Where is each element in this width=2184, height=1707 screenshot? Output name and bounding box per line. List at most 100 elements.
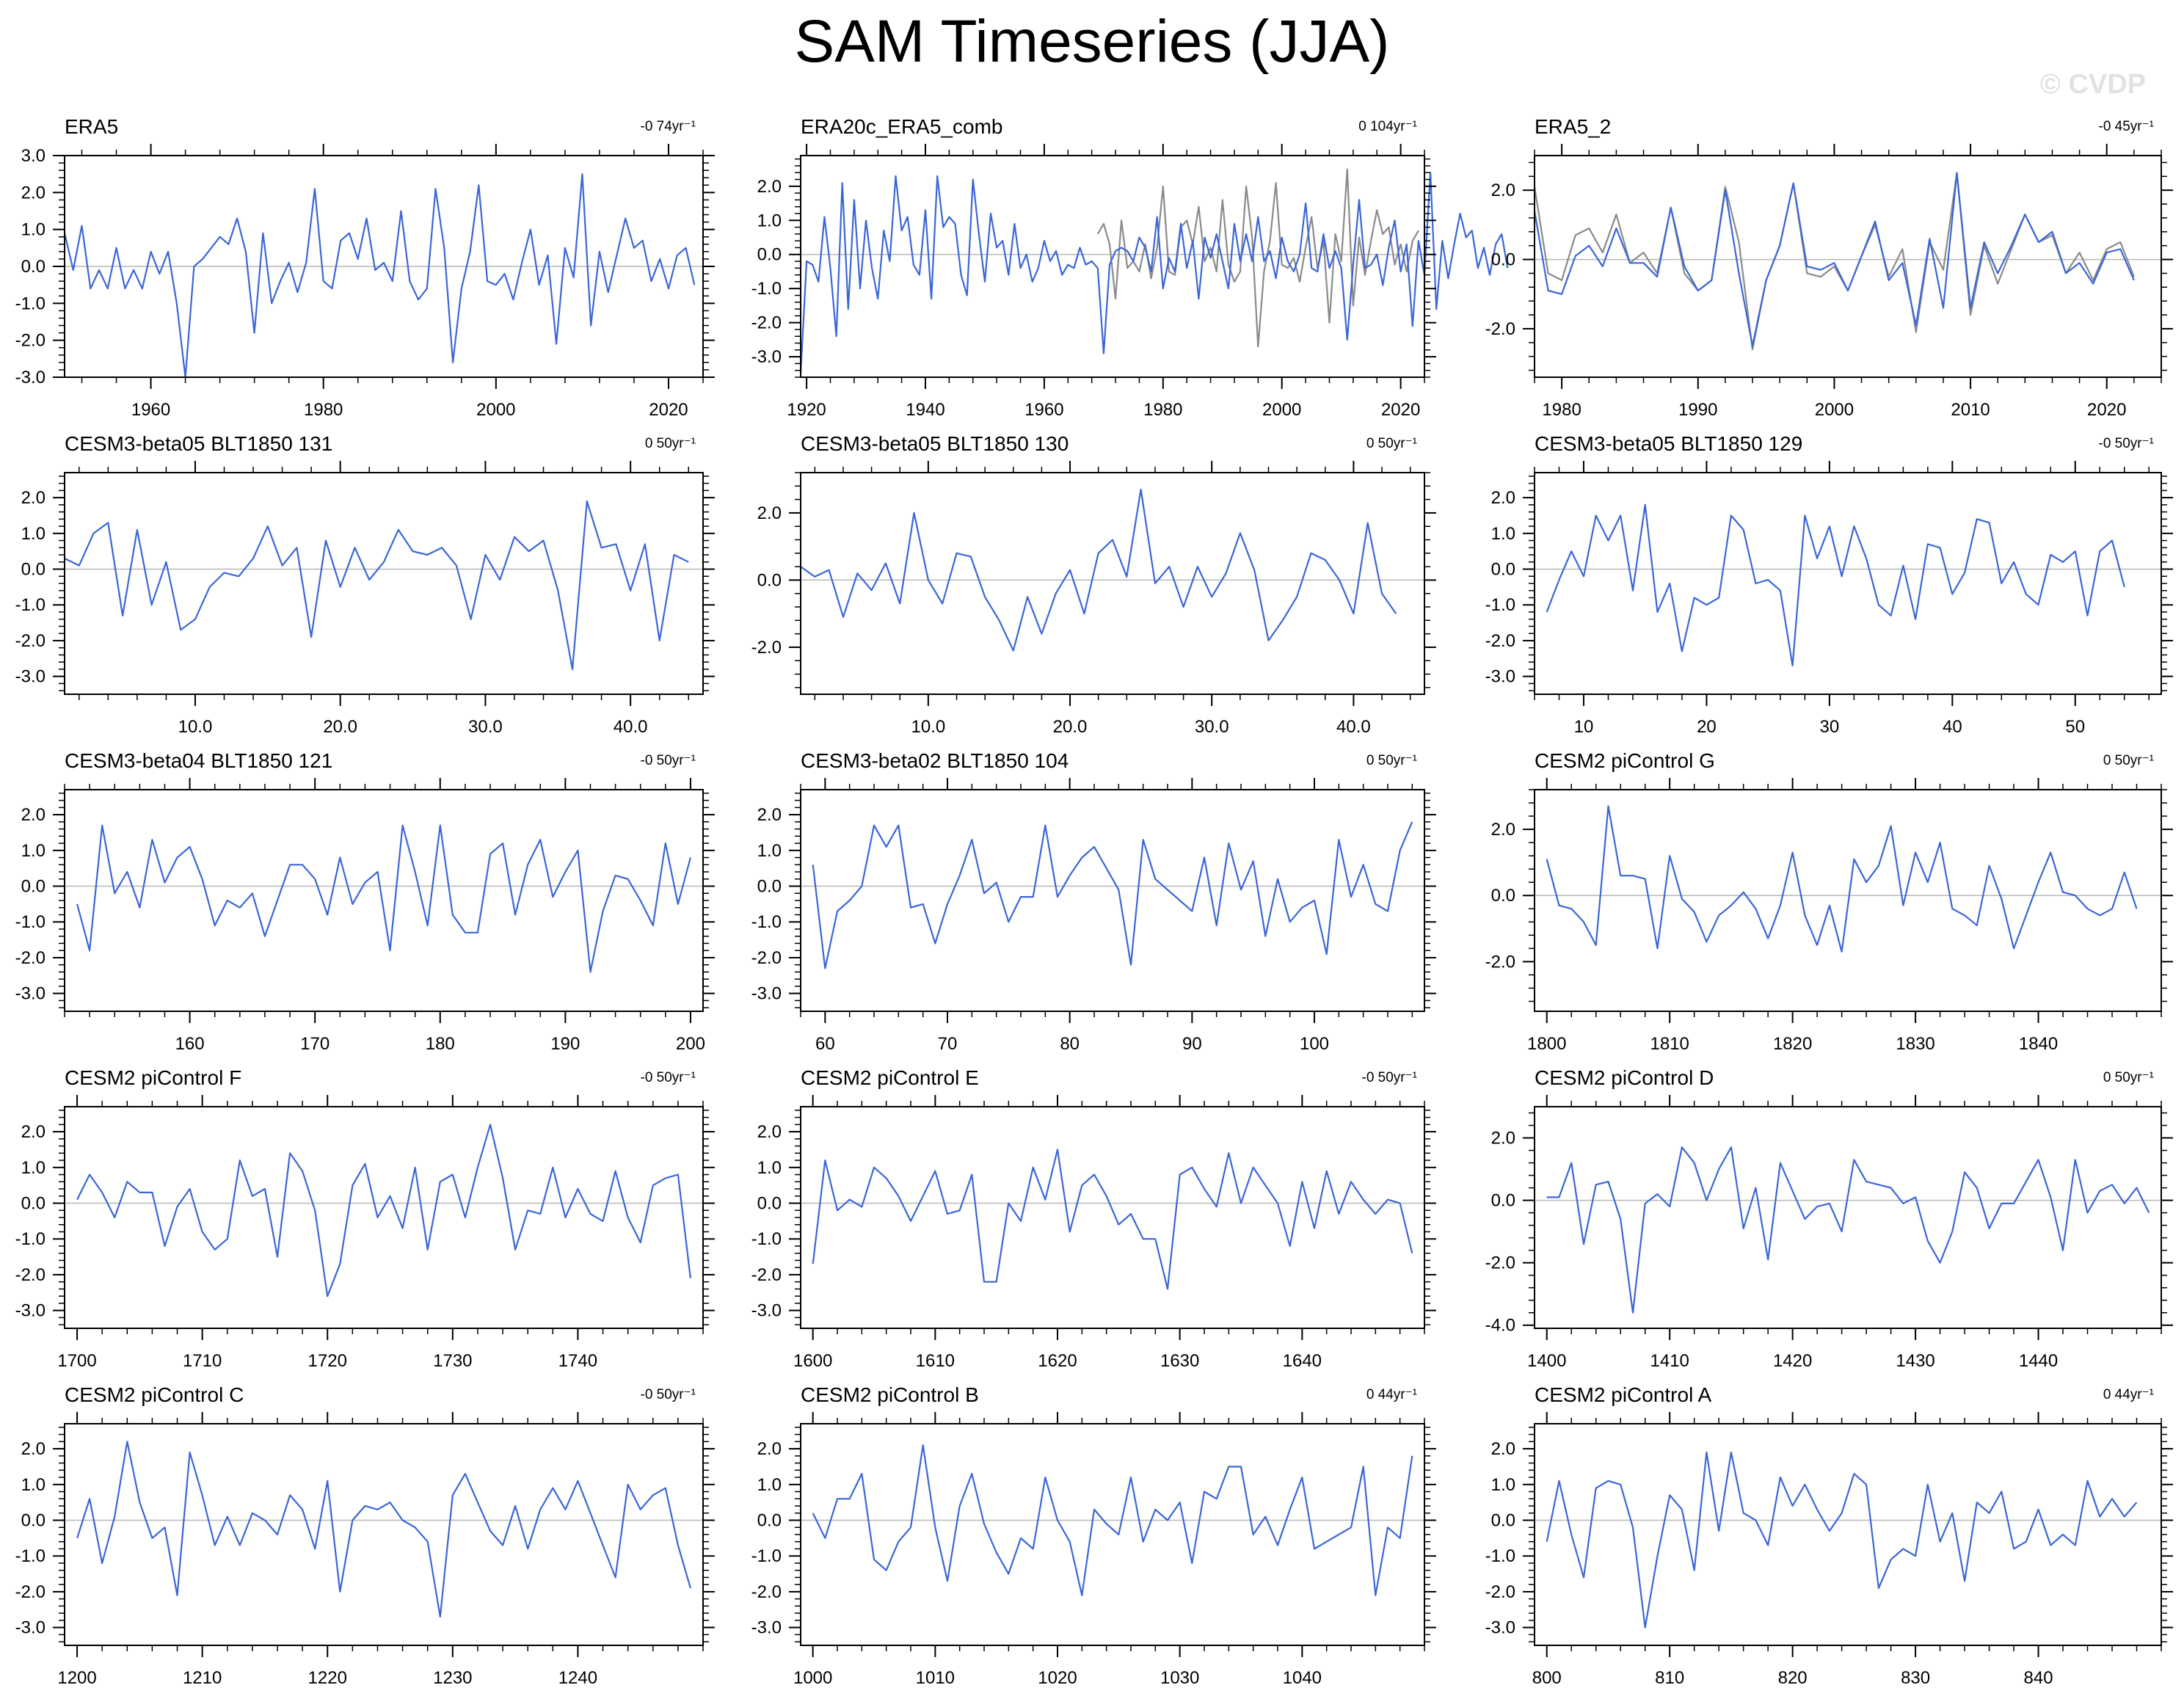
- x-tick-label: 10: [1574, 717, 1594, 737]
- x-tick-label: 160: [175, 1034, 205, 1054]
- panel-14: 1000 1010 1020 1030 1040 -3.0 -2.0 -1.0 0.0 1.0 2.…: [751, 1383, 1436, 1688]
- x-tick-label: 70: [938, 1034, 958, 1054]
- panel-1: 1960 1980 2000 2020 -3.0 -2.0 -1.0 0.0 1.0 2.0 3.0…: [15, 115, 715, 420]
- panel-trend: 0 104yr⁻¹: [1358, 119, 1417, 134]
- x-tick-label: 1800: [1527, 1034, 1566, 1054]
- x-tick-label: 1730: [433, 1351, 472, 1371]
- panel-3: 1980 1990 2000 2010 2020 -2.0 0.0 2.0 ERA5_2 -0 4…: [1485, 115, 2173, 420]
- x-tick-label: 810: [1655, 1668, 1684, 1688]
- x-tick-label: 2010: [1951, 400, 1990, 420]
- x-tick-label: 100: [1300, 1034, 1329, 1054]
- x-tick-label: 1740: [558, 1351, 597, 1371]
- y-tick-label: -2.0: [1485, 631, 1515, 651]
- x-tick-label: 2020: [1381, 400, 1420, 420]
- series-line: [812, 1444, 1413, 1596]
- x-tick-label: 1030: [1160, 1668, 1199, 1688]
- series-line: [799, 172, 1509, 374]
- x-tick-label: 1230: [433, 1668, 472, 1688]
- y-tick-label: 2.0: [1491, 820, 1515, 840]
- x-tick-label: 840: [2024, 1668, 2053, 1688]
- x-tick-label: 30: [1820, 717, 1840, 737]
- series-line: [76, 824, 691, 973]
- x-tick-label: 180: [426, 1034, 455, 1054]
- y-tick-label: -1.0: [751, 912, 782, 932]
- panel-trend: 0 50yr⁻¹: [2103, 753, 2154, 768]
- y-tick-label: -3.0: [15, 667, 46, 687]
- x-tick-label: 1980: [1542, 400, 1581, 420]
- plot-frame: [800, 1106, 1425, 1329]
- panel-title: CESM2 piControl E: [801, 1066, 979, 1089]
- x-tick-label: 1720: [308, 1351, 347, 1371]
- plot-frame: [1534, 1106, 2162, 1329]
- panel-12: 1400 1410 1420 1430 1440 -4.0 -2.0 0.0 2.0 CESM2 …: [1485, 1066, 2173, 1371]
- x-tick-label: 60: [815, 1034, 835, 1054]
- series-line: [63, 173, 696, 379]
- x-tick-label: 1400: [1527, 1351, 1566, 1371]
- y-tick-label: -3.0: [751, 347, 782, 367]
- panel-trend: -0 74yr⁻¹: [641, 119, 696, 134]
- y-tick-label: 2.0: [1491, 1129, 1515, 1149]
- x-tick-label: 40: [1943, 717, 1962, 737]
- y-tick-label: 2.0: [1491, 488, 1515, 508]
- y-tick-label: 3.0: [21, 146, 46, 166]
- y-tick-label: 1.0: [21, 524, 46, 544]
- x-tick-label: 40.0: [614, 717, 648, 737]
- y-tick-label: -2.0: [751, 313, 782, 333]
- y-tick-label: -1.0: [15, 912, 46, 932]
- x-tick-label: 1440: [2019, 1351, 2058, 1371]
- y-tick-label: 0.0: [757, 1511, 782, 1531]
- x-tick-label: 830: [1901, 1668, 1930, 1688]
- plot-frame: [1534, 472, 2162, 695]
- y-tick-label: -1.0: [1485, 1546, 1515, 1566]
- panel-title: ERA20c_ERA5_comb: [801, 115, 1002, 138]
- x-tick-label: 1920: [787, 400, 826, 420]
- y-tick-label: -2.0: [1485, 952, 1515, 972]
- y-tick-label: -3.0: [15, 1618, 46, 1638]
- x-tick-label: 10.0: [178, 717, 213, 737]
- plot-frame: [64, 472, 704, 695]
- series-line: [800, 488, 1397, 652]
- plot-frame: [1534, 1423, 2162, 1646]
- panel-2: 1920 1940 1960 1980 2000 2020 -3.0 -2.0 -1.0 0.0 1…: [751, 115, 1509, 420]
- panel-title: CESM2 piControl C: [65, 1383, 244, 1406]
- x-tick-label: 1210: [183, 1668, 222, 1688]
- x-tick-label: 10.0: [911, 717, 946, 737]
- x-tick-label: 1200: [57, 1668, 96, 1688]
- x-tick-label: 1010: [916, 1668, 955, 1688]
- x-tick-label: 1960: [1024, 400, 1063, 420]
- x-tick-label: 1420: [1773, 1351, 1812, 1371]
- series-line: [1546, 1451, 2138, 1628]
- plot-frame: [800, 472, 1425, 695]
- panel-title: CESM2 piControl B: [801, 1383, 979, 1406]
- x-tick-label: 2020: [649, 400, 688, 420]
- y-tick-label: -4.0: [1485, 1316, 1515, 1336]
- y-tick-label: 0.0: [757, 1194, 782, 1214]
- y-tick-label: 0.0: [21, 1194, 46, 1214]
- cvdp-credit: © CVDP: [2039, 69, 2146, 100]
- y-tick-label: -1.0: [15, 1546, 46, 1566]
- y-tick-label: 2.0: [21, 183, 46, 203]
- y-tick-label: -1.0: [751, 279, 782, 299]
- series-line: [1546, 503, 2125, 667]
- x-tick-label: 1960: [131, 400, 170, 420]
- panel-trend: -0 50yr⁻¹: [1362, 1070, 1418, 1085]
- x-tick-label: 1610: [916, 1351, 955, 1371]
- x-tick-label: 1810: [1650, 1034, 1689, 1054]
- y-tick-label: 1.0: [757, 211, 782, 230]
- y-tick-label: 2.0: [757, 1122, 782, 1142]
- x-tick-label: 20.0: [1053, 717, 1088, 737]
- y-tick-label: 2.0: [21, 1439, 46, 1459]
- x-tick-label: 1990: [1678, 400, 1717, 420]
- panel-15: 800 810 820 830 840 -3.0 -2.0 -1.0 0.0 1.0 2.0 CESM…: [1485, 1383, 2173, 1688]
- figure-title: SAM Timeseries (JJA): [794, 8, 1390, 75]
- panel-5: 10.0 20.0 30.0 40.0 -2.0 0.0 2.0 CESM3-beta05 B…: [751, 432, 1436, 737]
- series-line: [1546, 1146, 2150, 1314]
- y-tick-label: 1.0: [1491, 1475, 1515, 1495]
- panel-title: CESM3-beta05 BLT1850 131: [65, 432, 332, 455]
- y-tick-label: 2.0: [21, 488, 46, 508]
- panel-trend: 0 50yr⁻¹: [2103, 1070, 2154, 1085]
- plot-frame: [800, 789, 1425, 1012]
- y-tick-label: -1.0: [751, 1229, 782, 1249]
- x-tick-label: 90: [1182, 1034, 1202, 1054]
- panel-title: CESM2 piControl D: [1535, 1066, 1714, 1089]
